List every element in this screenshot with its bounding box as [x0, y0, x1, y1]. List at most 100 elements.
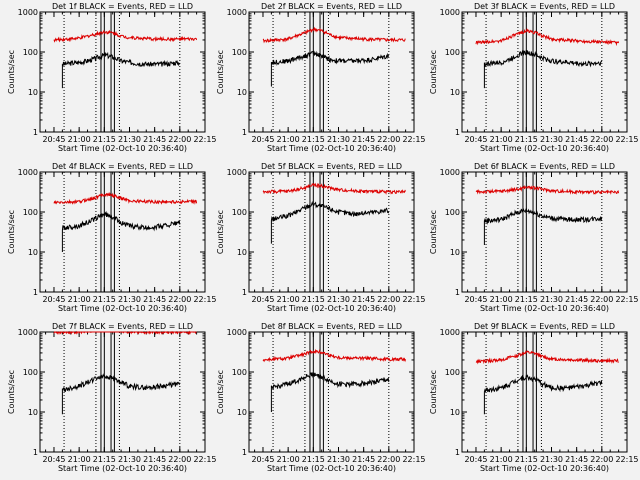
- plot-frame: [248, 331, 415, 453]
- x-axis-label: Start Time (02-Oct-10 20:36:40): [267, 144, 396, 153]
- y-tick-label: 1: [455, 128, 460, 137]
- x-tick-label: 21:45: [565, 455, 588, 464]
- x-tick-label: 22:00: [168, 455, 191, 464]
- y-tick-label: 10: [237, 88, 247, 97]
- x-tick-label: 21:30: [327, 295, 350, 304]
- x-tick-label: 21:15: [515, 295, 538, 304]
- x-tick-label: 21:30: [118, 455, 141, 464]
- events-series-line: [483, 207, 603, 245]
- x-tick-label: 21:45: [565, 135, 588, 144]
- y-tick-label: 1: [33, 448, 38, 457]
- panel-title: Det 2f BLACK = Events, RED = LLD: [261, 2, 402, 11]
- panel-title: Det 8f BLACK = Events, RED = LLD: [261, 322, 402, 331]
- lld-series-line: [475, 350, 619, 365]
- x-tick-label: 20:45: [42, 295, 65, 304]
- x-tick-label: 22:15: [193, 455, 216, 464]
- y-tick-label: 1000: [18, 328, 38, 337]
- x-tick-label: 21:00: [68, 135, 91, 144]
- x-tick-label: 21:30: [118, 135, 141, 144]
- x-axis-label: Start Time (02-Oct-10 20:36:40): [58, 464, 187, 473]
- x-tick-label: 21:00: [490, 295, 513, 304]
- panel-title: Det 5f BLACK = Events, RED = LLD: [261, 162, 402, 171]
- y-tick-label: 1: [455, 288, 460, 297]
- y-axis-label: Counts/sec: [429, 50, 438, 94]
- x-tick-label: 21:00: [277, 295, 300, 304]
- x-tick-label: 21:45: [352, 455, 375, 464]
- x-tick-label: 22:15: [615, 135, 638, 144]
- x-tick-label: 21:00: [277, 455, 300, 464]
- x-tick-label: 21:15: [93, 455, 116, 464]
- lld-series-line: [262, 348, 407, 363]
- y-axis-label: Counts/sec: [216, 370, 225, 414]
- x-tick-label: 22:00: [590, 135, 613, 144]
- plot-frame: [248, 171, 415, 293]
- plot-frame: [461, 331, 628, 453]
- x-tick-label: 21:00: [490, 455, 513, 464]
- panel-4: Det 4f BLACK = Events, RED = LLD 1 10 100 10…: [7, 162, 217, 313]
- panel-3: Det 3f BLACK = Events, RED = LLD 1 10 100 10…: [429, 2, 639, 153]
- x-axis-label: Start Time (02-Oct-10 20:36:40): [267, 304, 396, 313]
- y-tick-label: 10: [237, 248, 247, 257]
- events-series-line: [61, 51, 181, 89]
- x-tick-label: 21:15: [302, 135, 325, 144]
- x-tick-label: 22:15: [402, 135, 425, 144]
- y-tick-label: 1: [242, 128, 247, 137]
- y-tick-label: 100: [445, 368, 460, 377]
- x-tick-label: 22:00: [377, 135, 400, 144]
- x-tick-label: 21:30: [327, 135, 350, 144]
- x-tick-label: 21:45: [565, 295, 588, 304]
- x-tick-label: 21:45: [143, 295, 166, 304]
- y-tick-label: 1000: [440, 8, 460, 17]
- x-tick-label: 21:45: [352, 295, 375, 304]
- y-tick-label: 100: [232, 208, 247, 217]
- x-tick-label: 20:45: [251, 455, 274, 464]
- panel-title: Det 7f BLACK = Events, RED = LLD: [52, 322, 193, 331]
- y-axis-label: Counts/sec: [216, 50, 225, 94]
- x-tick-label: 22:15: [193, 135, 216, 144]
- panel-title: Det 1f BLACK = Events, RED = LLD: [52, 2, 193, 11]
- x-tick-label: 20:45: [42, 135, 65, 144]
- y-axis-label: Counts/sec: [429, 210, 438, 254]
- y-tick-label: 1: [33, 128, 38, 137]
- x-tick-label: 21:00: [490, 135, 513, 144]
- y-tick-label: 10: [28, 88, 38, 97]
- x-tick-label: 22:00: [590, 455, 613, 464]
- lld-series-line: [262, 26, 406, 44]
- panel-7: Det 7f BLACK = Events, RED = LLD 1 10 100 10…: [7, 322, 217, 473]
- events-series-line: [483, 374, 603, 415]
- y-axis-label: Counts/sec: [429, 370, 438, 414]
- y-axis-label: Counts/sec: [7, 210, 16, 254]
- x-tick-label: 21:00: [277, 135, 300, 144]
- y-tick-label: 1000: [18, 8, 38, 17]
- x-tick-label: 21:45: [352, 135, 375, 144]
- y-tick-label: 10: [237, 408, 247, 417]
- x-tick-label: 22:00: [168, 135, 191, 144]
- y-tick-label: 100: [445, 48, 460, 57]
- x-tick-label: 22:15: [615, 455, 638, 464]
- y-tick-label: 100: [232, 48, 247, 57]
- y-tick-label: 1000: [18, 168, 38, 177]
- panel-6: Det 6f BLACK = Events, RED = LLD 1 10 100 10…: [429, 162, 639, 313]
- x-tick-label: 21:15: [93, 295, 116, 304]
- y-tick-label: 1: [242, 448, 247, 457]
- lld-series-line: [53, 29, 198, 43]
- lld-series-line: [262, 182, 407, 195]
- y-tick-label: 10: [450, 248, 460, 257]
- y-tick-label: 1000: [227, 8, 247, 17]
- y-tick-label: 1000: [440, 328, 460, 337]
- events-series-line: [270, 50, 390, 87]
- x-tick-label: 21:15: [93, 135, 116, 144]
- y-tick-label: 100: [23, 368, 38, 377]
- events-series-line: [270, 371, 390, 412]
- x-tick-label: 22:15: [193, 295, 216, 304]
- x-axis-label: Start Time (02-Oct-10 20:36:40): [267, 464, 396, 473]
- y-tick-label: 1000: [440, 168, 460, 177]
- x-tick-label: 21:30: [118, 295, 141, 304]
- events-series-line: [61, 373, 181, 415]
- panel-title: Det 6f BLACK = Events, RED = LLD: [474, 162, 615, 171]
- x-tick-label: 21:15: [515, 455, 538, 464]
- x-tick-label: 21:45: [143, 135, 166, 144]
- x-tick-label: 20:45: [251, 135, 274, 144]
- plot-frame: [461, 11, 628, 133]
